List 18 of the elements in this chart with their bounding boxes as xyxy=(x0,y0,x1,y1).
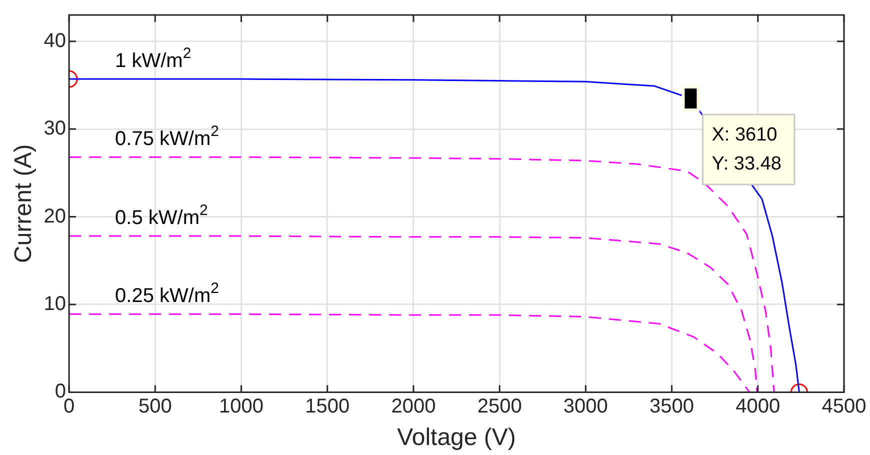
x-tick-label: 4000 xyxy=(736,396,780,418)
x-tick-label: 3500 xyxy=(650,396,694,418)
x-tick-label: 500 xyxy=(138,396,172,418)
x-tick-label: 2500 xyxy=(477,396,522,418)
line-series xyxy=(69,235,758,392)
x-tick-label: 2000 xyxy=(391,396,436,418)
x-tick-label: 4500 xyxy=(822,396,866,418)
y-tick-label: 20 xyxy=(44,205,66,228)
y-axis-title: Current (A) xyxy=(10,144,38,263)
y-tick-label: 40 xyxy=(44,30,66,52)
y-tick-label: 10 xyxy=(44,292,66,315)
annotation: X: 3610 Y: 33.48 xyxy=(712,124,782,175)
x-tick-label: 3000 xyxy=(563,396,608,418)
line-series xyxy=(69,313,750,392)
x-tick-label: 1500 xyxy=(305,396,350,418)
x-tick-label: 1000 xyxy=(219,396,264,418)
y-tick-label: 30 xyxy=(44,118,66,140)
x-axis-title: Voltage (V) xyxy=(397,424,516,452)
